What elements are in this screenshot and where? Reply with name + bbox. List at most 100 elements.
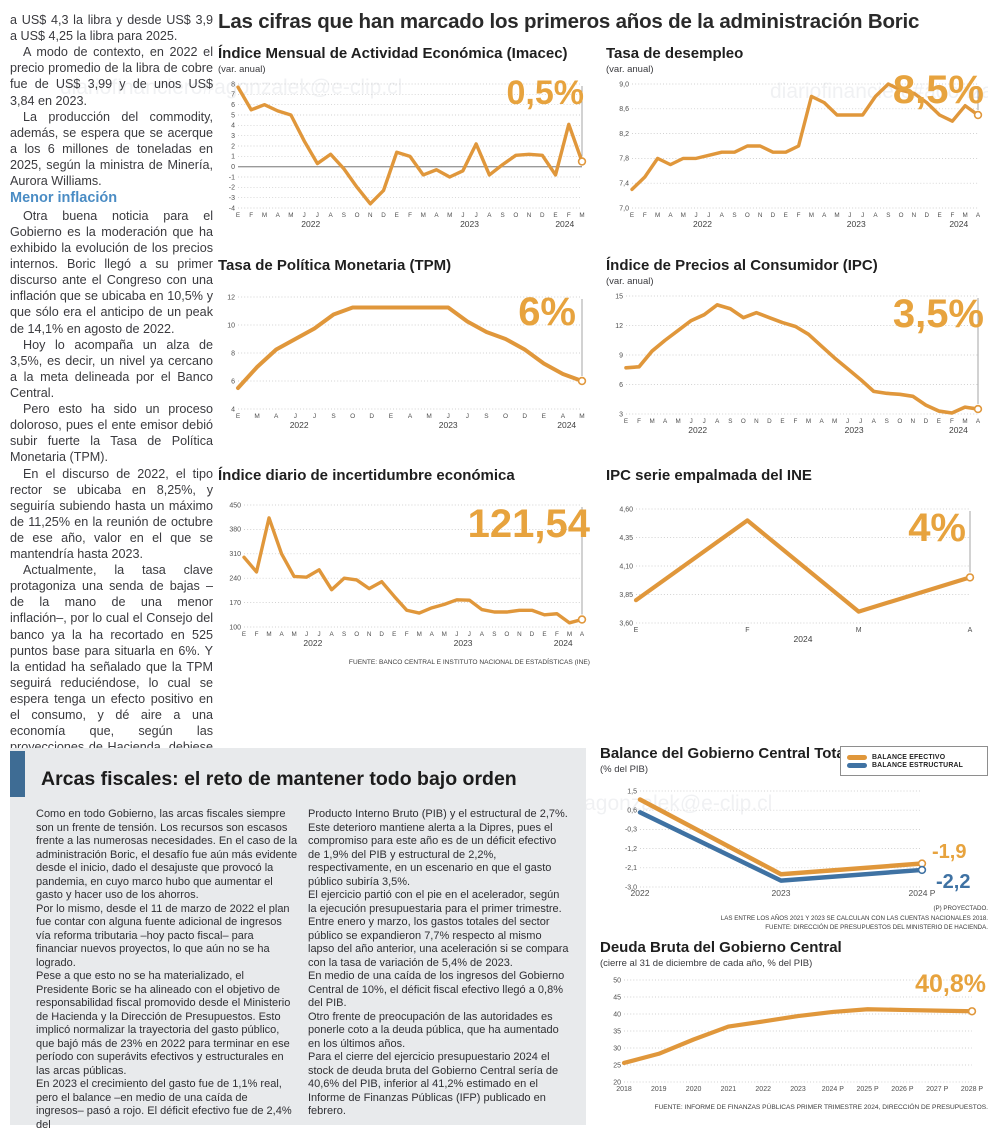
box-paragraph: En 2023 el crecimiento del gasto fue de … (36, 1078, 292, 1131)
svg-text:E: E (392, 631, 396, 638)
svg-text:2022: 2022 (688, 425, 707, 435)
svg-text:J: J (318, 631, 321, 638)
svg-text:F: F (555, 631, 559, 638)
svg-text:4,60: 4,60 (619, 506, 633, 513)
end-value-efectivo: -1,9 (932, 841, 967, 863)
svg-text:A: A (279, 631, 284, 638)
end-value-estructural: -2,2 (936, 871, 971, 893)
legend-swatch-estructural (847, 763, 867, 768)
svg-text:2023: 2023 (460, 219, 479, 229)
svg-text:A: A (580, 631, 585, 638)
svg-text:J: J (305, 631, 308, 638)
svg-text:S: S (885, 418, 889, 425)
article-left-column: a US$ 4,3 la libra y desde US$ 3,9 a US$… (10, 12, 213, 772)
chart-title: Tasa de desempleo (606, 45, 744, 62)
svg-text:E: E (542, 413, 547, 420)
svg-text:2026 P: 2026 P (891, 1086, 914, 1093)
svg-text:100: 100 (229, 624, 241, 631)
svg-text:2024: 2024 (557, 420, 576, 430)
svg-text:E: E (236, 413, 241, 420)
note-line: (P) PROYECTADO. (933, 905, 988, 912)
svg-text:A: A (873, 212, 878, 219)
svg-text:-3,0: -3,0 (625, 884, 637, 891)
article-paragraph: Hoy lo acompaña un alza de 3,5%, es deci… (10, 337, 213, 400)
svg-text:A: A (968, 627, 973, 634)
svg-text:S: S (501, 212, 505, 219)
svg-text:M: M (806, 418, 811, 425)
article-paragraph: Actualmente, la tasa clave protagoniza u… (10, 562, 213, 771)
svg-text:J: J (466, 413, 469, 420)
svg-text:S: S (342, 631, 346, 638)
svg-text:J: J (690, 418, 693, 425)
svg-text:M: M (254, 413, 259, 420)
legend-item: BALANCE ESTRUCTURAL (847, 762, 981, 769)
chart-title: Balance del Gobierno Central Total (600, 745, 849, 762)
svg-text:M: M (962, 418, 967, 425)
svg-text:2022: 2022 (303, 638, 322, 648)
svg-text:2018: 2018 (616, 1086, 632, 1093)
highlight-value: 3,5% (892, 292, 984, 336)
box-paragraph: Producto Interno Bruto (PIB) y el estruc… (308, 808, 568, 888)
svg-text:J: J (703, 418, 706, 425)
svg-text:D: D (369, 413, 374, 420)
svg-text:D: D (767, 418, 772, 425)
svg-text:F: F (950, 418, 954, 425)
chart-title: Deuda Bruta del Gobierno Central (600, 939, 842, 956)
svg-text:A: A (329, 212, 334, 219)
svg-text:20: 20 (613, 1079, 621, 1086)
svg-text:40: 40 (613, 1011, 621, 1018)
svg-text:-1: -1 (229, 174, 235, 181)
svg-text:F: F (950, 212, 954, 219)
chart-title: Tasa de Política Monetaria (TPM) (218, 257, 452, 274)
svg-text:M: M (288, 212, 293, 219)
svg-text:M: M (567, 631, 572, 638)
svg-text:J: J (468, 631, 471, 638)
article-paragraph: La producción del commodity, además, se … (10, 109, 213, 189)
highlight-value: 0,5% (506, 74, 585, 112)
svg-text:N: N (758, 212, 763, 219)
article-paragraph: Pero esto ha sido un proceso doloroso, p… (10, 402, 213, 465)
svg-text:S: S (492, 631, 496, 638)
svg-text:E: E (542, 631, 546, 638)
svg-text:M: M (447, 212, 452, 219)
svg-text:J: J (848, 212, 851, 219)
svg-text:J: J (707, 212, 710, 219)
svg-text:E: E (937, 418, 941, 425)
svg-text:E: E (634, 627, 639, 634)
svg-text:O: O (354, 631, 359, 638)
svg-text:D: D (924, 418, 929, 425)
svg-text:A: A (715, 418, 720, 425)
box-paragraph: El ejercicio partió con el pie en el ace… (308, 889, 569, 969)
svg-text:J: J (694, 212, 697, 219)
svg-text:8,2: 8,2 (619, 130, 629, 137)
svg-text:2023: 2023 (772, 888, 791, 898)
svg-text:D: D (379, 631, 384, 638)
svg-text:4,35: 4,35 (619, 534, 633, 541)
svg-text:E: E (937, 212, 941, 219)
svg-text:A: A (276, 212, 281, 219)
svg-text:A: A (487, 212, 492, 219)
svg-text:2024 P: 2024 P (822, 1086, 845, 1093)
svg-text:2024: 2024 (949, 425, 968, 435)
svg-text:J: J (475, 212, 478, 219)
chart-subtitle: (cierre al 31 de diciembre de cada año, … (600, 957, 813, 969)
box-paragraph: Por lo mismo, desde el 11 de marzo de 20… (36, 902, 290, 969)
svg-text:F: F (794, 418, 798, 425)
svg-text:2022: 2022 (631, 888, 650, 898)
chart-subtitle: (var. anual) (218, 63, 266, 75)
svg-text:6: 6 (231, 378, 235, 385)
article-paragraph: A modo de contexto, en 2022 el precio pr… (10, 45, 213, 108)
svg-text:M: M (421, 212, 426, 219)
box-paragraph: Como en todo Gobierno, las arcas fiscale… (36, 808, 298, 902)
svg-text:25: 25 (613, 1062, 621, 1069)
chart-legend: BALANCE EFECTIVO BALANCE ESTRUCTURAL (840, 746, 988, 776)
arcas-fiscales-box: Arcas fiscales: el reto de mantener todo… (10, 748, 586, 1131)
svg-text:7,4: 7,4 (619, 180, 629, 187)
svg-text:2020: 2020 (686, 1086, 702, 1093)
box-column-1: Como en todo Gobierno, las arcas fiscale… (36, 808, 298, 1132)
highlight-value: 4% (908, 506, 966, 550)
svg-text:F: F (637, 418, 641, 425)
svg-text:4: 4 (231, 406, 235, 413)
